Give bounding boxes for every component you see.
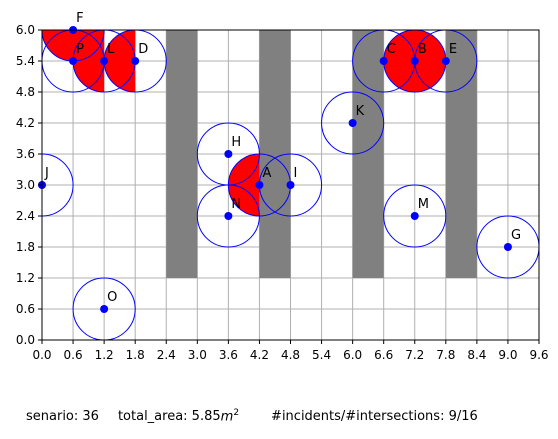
total-area-unit: m: [220, 409, 234, 425]
obstacle-0: [166, 30, 198, 278]
point-label-H: H: [231, 135, 241, 150]
point-label-A: A: [262, 166, 271, 181]
x-tick-label-1: 0.6: [64, 348, 83, 362]
x-tick-label-3: 1.8: [126, 348, 145, 362]
point-labels: F P L D C B E K H J A I N M G O: [44, 11, 521, 305]
point-A: [255, 181, 264, 189]
y-tick-label-1: 0.6: [16, 302, 35, 316]
x-tick-label-11: 6.6: [374, 348, 393, 362]
data-points: [38, 26, 512, 313]
x-tick-label-5: 3.0: [188, 348, 207, 362]
point-B: [410, 57, 419, 65]
circle-J: [42, 153, 74, 217]
y-tick-label-2: 1.2: [16, 271, 35, 285]
point-label-N: N: [231, 197, 241, 212]
point-label-B: B: [418, 42, 427, 57]
x-tick-label-16: 9.6: [529, 348, 548, 362]
x-tick-label-15: 9.0: [498, 348, 517, 362]
point-M: [410, 212, 419, 220]
point-label-K: K: [356, 104, 365, 119]
point-label-G: G: [511, 228, 521, 243]
x-tick-label-12: 7.2: [405, 348, 424, 362]
circle-M: [383, 184, 447, 248]
y-axis-ticks: 0.0 0.6 1.2 1.8 2.4 3.0 3.6 4.2 4.8 5.4 6.0: [16, 23, 42, 347]
scenario-text: senario: 36: [26, 409, 99, 425]
y-tick-label-0: 0.0: [16, 333, 35, 347]
x-tick-label-14: 8.4: [467, 348, 486, 362]
circle-G: [476, 215, 539, 279]
x-tick-label-2: 1.2: [95, 348, 114, 362]
overlap-region-4: [228, 154, 260, 216]
x-tick-label-8: 4.8: [281, 348, 300, 362]
point-label-M: M: [418, 197, 429, 212]
footer-stats: senario: 36 total_area: 5.85m2 #incidents/…: [26, 408, 478, 424]
y-tick-label-7: 4.2: [16, 116, 35, 130]
x-axis-ticks: 0.0 0.6 1.2 1.8 2.4 3.0 3.6 4.2 4.8 5.4 6.0 6.6 7.2 7…: [32, 340, 549, 362]
point-P: [69, 57, 78, 65]
point-H: [224, 150, 233, 158]
circle-O: [72, 277, 136, 340]
point-L: [100, 57, 109, 65]
x-tick-label-13: 7.8: [436, 348, 455, 362]
point-C: [379, 57, 388, 65]
point-I: [286, 181, 295, 189]
x-tick-label-4: 2.4: [157, 348, 176, 362]
x-tick-label-0: 0.0: [32, 348, 51, 362]
overlap-region-2: [104, 30, 136, 92]
x-tick-label-9: 5.4: [312, 348, 331, 362]
point-label-F: F: [76, 11, 83, 26]
point-label-I: I: [294, 166, 298, 181]
y-tick-label-10: 6.0: [16, 23, 35, 37]
point-label-L: L: [107, 42, 115, 57]
point-D: [131, 57, 140, 65]
total-area-exponent: 2: [233, 408, 240, 418]
obstacle-3: [445, 30, 477, 278]
point-label-C: C: [387, 42, 396, 57]
point-E: [441, 57, 450, 65]
y-tick-label-9: 5.4: [16, 54, 35, 68]
point-K: [348, 119, 357, 127]
point-label-P: P: [76, 42, 84, 57]
point-label-O: O: [107, 290, 117, 305]
circle-N: [196, 184, 260, 248]
y-tick-label-3: 1.8: [16, 240, 35, 254]
scatter-chart: F P L D C B E K H J A I N M G O 0.0 0.6 1.2 1.8 2.4 3.0 3.6 4.…: [16, 11, 549, 362]
point-N: [224, 212, 233, 220]
x-tick-label-6: 3.6: [219, 348, 238, 362]
point-label-J: J: [44, 166, 49, 181]
y-tick-label-6: 3.6: [16, 147, 35, 161]
overlap-region-1: [73, 30, 105, 92]
circle-K: [321, 91, 385, 155]
total-area-prefix: total_area: 5.85: [117, 409, 221, 425]
total-area-text: total_area: 5.85m2: [118, 408, 239, 424]
point-label-E: E: [449, 42, 457, 57]
x-tick-label-10: 6.0: [343, 348, 362, 362]
incidents-text: #incidents/#intersections: 9/16: [271, 409, 478, 425]
y-tick-label-8: 4.8: [16, 85, 35, 99]
x-tick-label-7: 4.2: [250, 348, 269, 362]
point-label-D: D: [138, 42, 148, 57]
point-G: [503, 243, 512, 251]
y-tick-label-4: 2.4: [16, 209, 35, 223]
point-O: [100, 305, 109, 313]
y-tick-label-5: 3.0: [16, 178, 35, 192]
